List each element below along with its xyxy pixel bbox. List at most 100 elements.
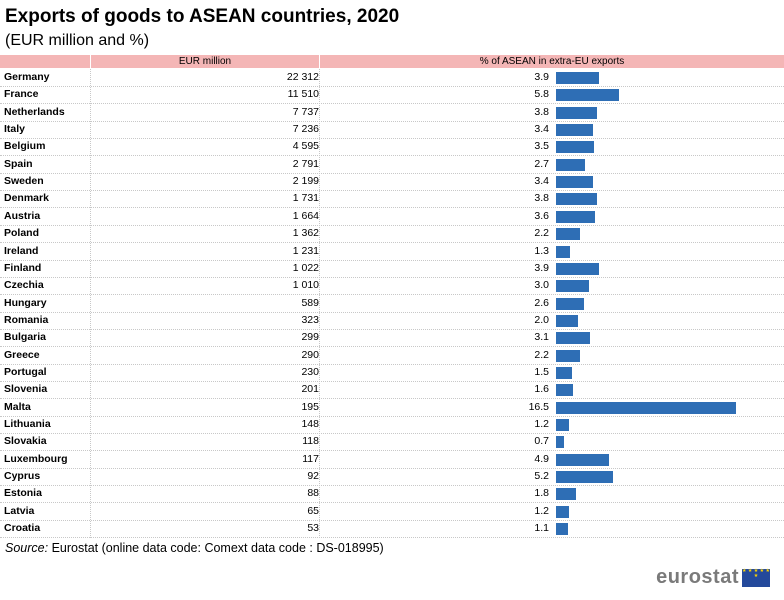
row-percent-value: 2.0	[534, 313, 549, 326]
row-eur-value: 65	[307, 504, 319, 517]
row-percent-value: 2.7	[534, 157, 549, 170]
table-row: Hungary 589 2.6	[0, 295, 784, 313]
table-row: Ireland 1 231 1.3	[0, 243, 784, 261]
row-percent-bar	[556, 436, 564, 449]
table-row: Romania 323 2.0	[0, 312, 784, 330]
source-label: Source:	[5, 541, 49, 555]
row-eur-value: 1 010	[292, 279, 319, 292]
row-percent-bar	[556, 210, 596, 223]
row-country-label: Italy	[4, 123, 26, 136]
row-eur-value: 290	[301, 348, 319, 361]
table-row: Latvia 65 1.2	[0, 503, 784, 521]
source-note: Source: Eurostat (online data code: Come…	[5, 541, 384, 555]
row-country-label: Ireland	[4, 244, 39, 257]
row-country-label: Greece	[4, 348, 40, 361]
table-row: Poland 1 362 2.2	[0, 225, 784, 244]
row-percent-bar	[556, 453, 610, 466]
chart-subtitle: (EUR million and %)	[5, 32, 150, 49]
row-percent-value: 1.6	[534, 383, 549, 396]
table-row: Luxembourg 117 4.9	[0, 451, 784, 469]
row-percent-value: 1.8	[534, 487, 549, 500]
row-percent-bar	[556, 384, 574, 397]
table-row: Germany 22 312 3.9	[0, 69, 784, 87]
row-percent-value: 2.6	[534, 296, 549, 309]
row-percent-value: 0.7	[534, 435, 549, 448]
row-country-label: Slovenia	[4, 383, 48, 396]
row-country-label: Croatia	[4, 522, 41, 535]
row-country-label: Bulgaria	[4, 331, 47, 344]
row-percent-value: 3.4	[534, 123, 549, 136]
source-text: Eurostat (online data code: Comext data …	[51, 541, 384, 555]
row-percent-value: 3.9	[534, 71, 549, 83]
row-percent-bar	[556, 349, 580, 362]
table-header: EUR million % of ASEAN in extra-EU expor…	[0, 55, 784, 68]
row-percent-bar	[556, 297, 585, 310]
row-country-label: Slovakia	[4, 435, 47, 448]
row-percent-bar	[556, 280, 589, 293]
row-country-label: Luxembourg	[4, 452, 68, 465]
table-row: Sweden 2 199 3.4	[0, 173, 784, 192]
row-eur-value: 7 737	[292, 105, 319, 118]
table-row: Malta 195 16.5	[0, 399, 784, 417]
row-eur-value: 7 236	[292, 123, 319, 136]
row-eur-value: 299	[301, 331, 319, 344]
row-percent-bar	[556, 245, 571, 258]
row-percent-value: 4.9	[534, 452, 549, 465]
row-percent-value: 3.8	[534, 105, 549, 118]
row-country-label: Portugal	[4, 365, 47, 378]
row-eur-value: 1 231	[292, 244, 319, 257]
table-row: Lithuania 148 1.2	[0, 416, 784, 434]
row-percent-bar	[556, 488, 576, 501]
eu-stars-icon: ★ ★ ★ ★ ★ ★	[742, 567, 770, 579]
eurostat-logo: eurostat ★ ★ ★ ★ ★ ★	[656, 566, 770, 589]
table-row: Cyprus 92 5.2	[0, 468, 784, 487]
table-row: Croatia 53 1.1	[0, 520, 784, 539]
row-country-label: Sweden	[4, 175, 44, 188]
row-country-label: Denmark	[4, 192, 49, 205]
row-percent-bar	[556, 523, 568, 536]
table-row: Portugal 230 1.5	[0, 364, 784, 382]
row-percent-value: 1.1	[534, 522, 549, 535]
eu-flag-icon: ★ ★ ★ ★ ★ ★	[742, 567, 770, 587]
table-row: Greece 290 2.2	[0, 347, 784, 365]
row-eur-value: 2 199	[292, 175, 319, 188]
table-row: Finland 1 022 3.9	[0, 260, 784, 278]
table-row: Austria 1 664 3.6	[0, 208, 784, 226]
row-percent-bar	[556, 124, 594, 137]
row-percent-value: 3.9	[534, 261, 549, 274]
row-percent-bar	[556, 141, 595, 154]
row-eur-value: 323	[301, 313, 319, 326]
row-country-label: Netherlands	[4, 105, 65, 118]
table-row: Slovenia 201 1.6	[0, 381, 784, 400]
row-eur-value: 148	[301, 418, 319, 430]
row-country-label: Lithuania	[4, 418, 51, 430]
header-percent-asean: % of ASEAN in extra-EU exports	[479, 56, 625, 67]
row-eur-value: 195	[301, 400, 319, 413]
row-country-label: Spain	[4, 157, 33, 170]
row-percent-bar	[556, 314, 578, 327]
row-country-label: France	[4, 88, 39, 101]
row-percent-bar	[556, 158, 586, 171]
table-row: Denmark 1 731 3.8	[0, 190, 784, 209]
row-percent-bar	[556, 366, 573, 379]
row-percent-bar	[556, 401, 736, 414]
column-divider	[90, 69, 91, 538]
row-percent-value: 3.1	[534, 331, 549, 344]
row-percent-value: 2.2	[534, 227, 549, 240]
row-percent-value: 5.8	[534, 88, 549, 101]
row-percent-value: 3.6	[534, 209, 549, 222]
table-row: Estonia 88 1.8	[0, 485, 784, 504]
header-country-cell	[0, 55, 91, 68]
table-row: Czechia 1 010 3.0	[0, 277, 784, 296]
row-percent-bar	[556, 332, 590, 345]
row-country-label: Romania	[4, 313, 49, 326]
row-percent-bar	[556, 72, 599, 84]
table-row: Italy 7 236 3.4	[0, 121, 784, 140]
row-percent-bar	[556, 419, 570, 431]
row-country-label: Latvia	[4, 504, 35, 517]
row-eur-value: 2 791	[292, 157, 319, 170]
row-eur-value: 92	[307, 470, 319, 483]
chart-title: Exports of goods to ASEAN countries, 202…	[5, 6, 400, 27]
row-percent-value: 1.2	[534, 504, 549, 517]
row-eur-value: 230	[301, 365, 319, 378]
